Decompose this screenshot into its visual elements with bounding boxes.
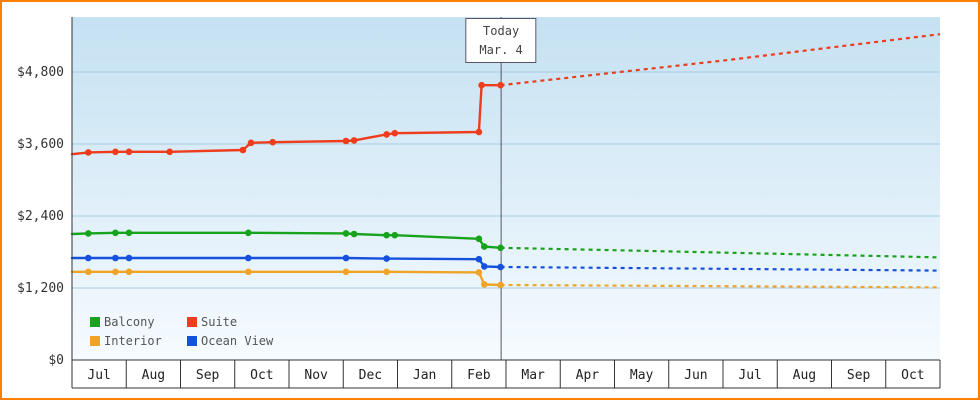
series-point-suite [166, 148, 173, 156]
series-point-ocean-view [112, 254, 119, 262]
y-tick-label: $3,600 [17, 137, 64, 152]
legend-label-ocean-view: Ocean View [201, 334, 274, 348]
series-line-interior [70, 270, 502, 287]
series-point-suite [383, 131, 390, 138]
series-point-suite [112, 148, 119, 156]
series-point-balcony [350, 230, 358, 238]
today-annotation: Today Mar. 4 [465, 18, 537, 64]
series-point-interior [497, 281, 504, 289]
series-point-balcony [112, 229, 119, 237]
legend-swatch-ocean-view [187, 336, 197, 346]
series-point-interior [481, 281, 488, 288]
series-point-suite [342, 137, 350, 145]
y-tick-label: $4,800 [17, 65, 64, 80]
x-month-label: Jan [413, 368, 436, 383]
x-month-label: Feb [467, 368, 491, 383]
x-month-label: Aug [142, 368, 165, 383]
series-point-balcony [497, 244, 504, 252]
y-tick-label: $1,200 [17, 281, 64, 296]
series-point-suite [350, 137, 358, 144]
series-point-ocean-view [342, 254, 350, 262]
x-month-label: Apr [576, 368, 600, 383]
x-month-label: Sep [196, 368, 220, 383]
x-month-label: Aug [793, 368, 816, 383]
series-point-suite [497, 81, 504, 89]
series-point-ocean-view [125, 254, 133, 262]
x-month-label: May [630, 368, 654, 383]
series-point-suite [247, 139, 255, 147]
today-annotation-title: Today [483, 24, 520, 38]
x-month-label: Dec [359, 368, 382, 383]
series-line-ocean-view [70, 256, 502, 269]
x-month-label: Oct [250, 368, 273, 383]
series-point-suite [85, 149, 92, 156]
series-point-balcony [475, 235, 483, 243]
legend-swatch-suite [187, 317, 197, 327]
series-point-ocean-view [245, 254, 252, 262]
y-tick-label: $2,400 [17, 209, 64, 224]
series-point-balcony [125, 229, 133, 237]
series-point-balcony [245, 229, 252, 237]
legend-label-balcony: Balcony [104, 315, 155, 329]
today-annotation-date: Mar. 4 [479, 42, 523, 57]
series-point-ocean-view [85, 254, 92, 262]
y-tick-label: $0 [48, 353, 64, 368]
series-forecast-balcony [500, 246, 941, 259]
x-month-label: Mar [521, 368, 545, 383]
series-point-balcony [342, 230, 350, 237]
series-point-suite [125, 148, 133, 156]
series-point-ocean-view [481, 263, 488, 270]
series-point-suite [475, 128, 483, 136]
legend-swatch-interior [90, 336, 100, 346]
series-point-suite [391, 129, 399, 137]
series-forecast-interior [500, 283, 941, 289]
series-point-balcony [383, 231, 390, 239]
series-point-ocean-view [475, 255, 483, 263]
series-point-balcony [481, 243, 488, 250]
series-point-interior [475, 269, 483, 276]
series-point-suite [269, 138, 277, 146]
x-month-label: Nov [304, 368, 328, 383]
series-point-interior [85, 268, 92, 276]
series-point-suite [478, 81, 485, 89]
plot-area [72, 17, 940, 360]
series-point-interior [383, 268, 390, 276]
series-point-balcony [85, 230, 92, 237]
series-forecast-ocean-view [500, 265, 941, 272]
series-point-interior [125, 268, 133, 276]
series-point-interior [245, 268, 252, 276]
series-point-ocean-view [497, 263, 504, 271]
series-point-ocean-view [383, 255, 390, 262]
series-point-interior [112, 268, 119, 276]
x-month-label: Jul [87, 368, 110, 383]
series-point-suite [239, 146, 247, 154]
x-month-label: Oct [901, 368, 924, 383]
series-forecast-suite [500, 33, 941, 87]
x-month-label: Jun [684, 368, 707, 383]
legend-label-suite: Suite [201, 315, 237, 329]
series-point-interior [342, 268, 350, 276]
legend-label-interior: Interior [104, 334, 162, 348]
series-point-balcony [391, 231, 399, 239]
legend-swatch-balcony [90, 317, 100, 327]
x-month-label: Jul [738, 368, 761, 383]
x-month-label: Sep [847, 368, 871, 383]
